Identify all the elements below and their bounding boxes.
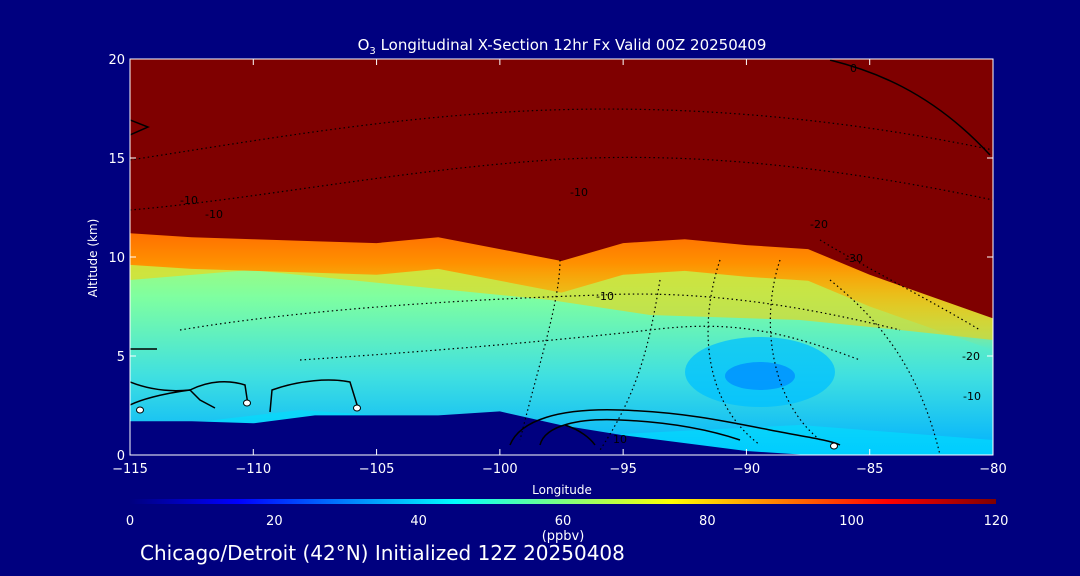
contour-dotted-2 [130, 108, 993, 161]
x-tick-label: −100 [482, 462, 518, 477]
contour-label-8: -10 [963, 390, 981, 403]
dotted-contours [130, 108, 993, 455]
contour-label-2: -10 [570, 186, 588, 199]
x-tick-label: −110 [235, 462, 271, 477]
x-tick-label: −80 [979, 462, 1006, 477]
contour-label-1: -10 [205, 208, 223, 221]
contour-label-3: -10 [596, 290, 614, 303]
contour-marker-1 [136, 406, 144, 414]
contour-solid-6 [269, 379, 359, 413]
y-tick-label: 5 [117, 350, 125, 365]
contour-solid-9 [130, 119, 150, 136]
colorbar-tick-label: 40 [410, 514, 427, 529]
y-tick-label: 0 [117, 449, 125, 464]
colorbar-tick-label: 0 [126, 514, 134, 529]
x-axis-ticks: −115 −110 −105 −100 −95 −90 −85 −80 [112, 59, 1007, 477]
contour-marker-3 [353, 404, 361, 412]
x-tick-label: −95 [609, 462, 636, 477]
terrain-mask [130, 411, 993, 455]
contour-label-6: -10 [180, 194, 198, 207]
colorbar-tick-label: 80 [699, 514, 716, 529]
colorbar-tick-label: 20 [266, 514, 283, 529]
y-tick-label: 10 [108, 251, 125, 266]
contour-label-10: 0 [850, 62, 857, 75]
contour-label-9: 10 [613, 433, 627, 446]
contour-label-4: -20 [810, 218, 828, 231]
contour-markers [136, 399, 838, 450]
contour-dotted-8 [829, 279, 941, 455]
colorbar-units: (ppbv) [542, 529, 585, 544]
x-tick-label: −90 [733, 462, 760, 477]
chart-title: O3 Longitudinal X-Section 12hr Fx Valid … [358, 36, 767, 57]
contour-marker-4 [830, 442, 838, 450]
colorbar-tick-label: 60 [555, 514, 572, 529]
stratosphere-core [130, 59, 993, 319]
y-axis-label: Altitude (km) [86, 219, 100, 298]
contour-label-5: -30 [845, 252, 863, 265]
contour-solid-2 [539, 418, 741, 446]
y-axis-ticks: 0 5 10 15 20 [108, 53, 993, 464]
chart-title-rest: Longitudinal X-Section 12hr Fx Valid 00Z… [376, 36, 767, 54]
plot-field: -10 -10 -10 -20 -30 -10 -20 -10 10 0 [130, 59, 993, 455]
contour-dotted-5 [707, 259, 761, 446]
x-tick-label: −85 [856, 462, 883, 477]
contour-solid-5 [189, 380, 249, 406]
footer-caption: Chicago/Detroit (42°N) Initialized 12Z 2… [140, 541, 625, 565]
contour-dotted-4 [299, 325, 861, 361]
colorbar-tick-label: 120 [984, 514, 1009, 529]
chart-title-subscript: 3 [369, 46, 375, 57]
contour-labels: -10 -10 -10 -20 -30 -10 -20 -10 10 0 [180, 62, 981, 446]
chart-title-prefix: O [358, 36, 370, 54]
contour-marker-2 [243, 399, 251, 407]
low-ozone-core [725, 362, 795, 390]
contour-dotted-6 [769, 259, 821, 441]
colorbar-ticks: 0 20 40 60 80 100 120 [126, 514, 1009, 529]
contour-dotted-7 [819, 239, 981, 331]
y-tick-label: 20 [108, 53, 125, 68]
contour-solid-7 [130, 389, 191, 406]
contour-label-7: -20 [962, 350, 980, 363]
contour-solid-1 [509, 409, 841, 446]
colorbar [130, 499, 996, 504]
contour-dotted-3 [179, 293, 901, 331]
solid-contours [130, 59, 991, 446]
colorbar-tick-label: 100 [839, 514, 864, 529]
x-axis-label: Longitude [532, 483, 592, 497]
x-tick-label: −115 [112, 462, 148, 477]
contour-solid-3 [564, 424, 596, 446]
contour-dotted-1 [130, 156, 993, 211]
x-tick-label: −105 [359, 462, 395, 477]
contour-solid-8 [829, 59, 991, 156]
y-tick-label: 15 [108, 152, 125, 167]
